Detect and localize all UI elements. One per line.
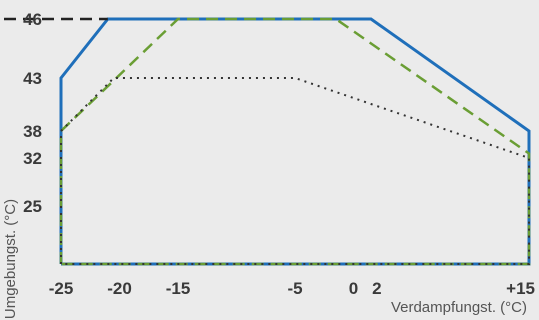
series-line-2	[59, 17, 531, 266]
y-tick-labels: 46 43 38 32 25	[23, 10, 42, 216]
x-tick-label--20: -20	[107, 279, 132, 298]
x-tick-label-0: 0	[349, 279, 358, 298]
x-tick-label--5: -5	[287, 279, 302, 298]
y-tick-label-43: 43	[23, 69, 42, 88]
series-line-1	[59, 17, 531, 266]
series-layer	[0, 17, 531, 266]
series-line-3	[60, 77, 530, 265]
y-tick-label-25: 25	[23, 197, 42, 216]
x-axis-label: Verdampfungst. (°C)	[391, 299, 527, 316]
y-axis-label: Umgebungst. (°C)	[2, 199, 19, 319]
y-tick-label-38: 38	[23, 122, 42, 141]
y-tick-label-46: 46	[23, 10, 42, 29]
x-tick-label--25: -25	[49, 279, 74, 298]
x-tick-label-+15: +15	[506, 279, 535, 298]
x-tick-label--15: -15	[166, 279, 191, 298]
y-tick-label-32: 32	[23, 149, 42, 168]
x-tick-label-2: 2	[372, 279, 381, 298]
x-tick-labels: -25 -20 -15 -5 0 2 +15	[49, 279, 535, 298]
